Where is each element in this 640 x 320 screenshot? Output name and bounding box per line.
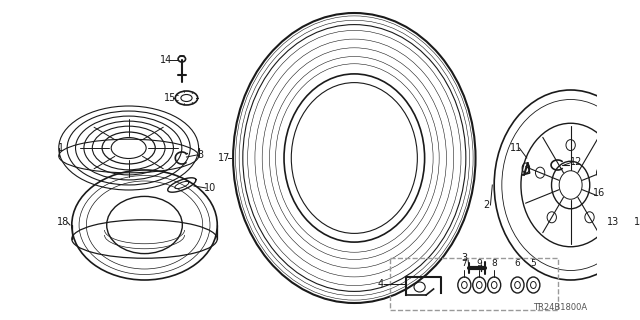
Text: 17: 17 (218, 153, 230, 163)
Text: 7: 7 (461, 259, 467, 268)
Text: 18: 18 (57, 217, 70, 227)
Text: 10: 10 (204, 183, 216, 193)
Bar (390, 258, 557, 310)
Text: 3: 3 (461, 253, 467, 263)
Text: TR24B1800A: TR24B1800A (533, 303, 588, 312)
Text: 3: 3 (197, 150, 204, 160)
Text: 13: 13 (607, 217, 620, 227)
Text: 12: 12 (570, 157, 582, 167)
Text: 4: 4 (378, 279, 383, 289)
Text: 6: 6 (515, 259, 520, 268)
Text: 8: 8 (492, 259, 497, 268)
Text: 2: 2 (484, 200, 490, 210)
Text: 13: 13 (634, 217, 640, 227)
Text: 14: 14 (160, 55, 172, 65)
Text: 11: 11 (509, 143, 522, 153)
Text: 5: 5 (531, 259, 536, 268)
Text: 1: 1 (58, 143, 63, 153)
Text: 15: 15 (163, 93, 176, 103)
Text: 9: 9 (476, 259, 482, 268)
Text: 16: 16 (593, 188, 605, 198)
